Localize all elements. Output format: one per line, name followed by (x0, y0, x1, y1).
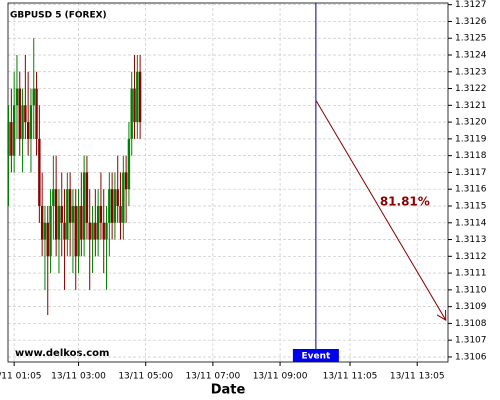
candle-body (52, 189, 55, 206)
y-tick-label: 1.3120 (455, 118, 487, 128)
event-box (292, 349, 339, 362)
chart-title: GBPUSD 5 (FOREX) (10, 11, 107, 21)
candle-body (63, 222, 66, 240)
candle-body (133, 88, 136, 123)
y-tick-label: 1.3121 (455, 101, 487, 111)
candle-body (116, 189, 119, 206)
y-tick-label: 1.3113 (455, 235, 487, 245)
candle-body (105, 222, 108, 240)
candle-body (124, 172, 128, 190)
y-tick-label: 1.3118 (455, 151, 487, 161)
x-tick-label: 13/11 11:05 (323, 372, 378, 382)
candle-body (113, 189, 117, 223)
candle-body (110, 189, 114, 223)
y-tick-label: 1.3115 (455, 201, 487, 211)
candle-body (85, 172, 89, 223)
x-tick-label: 13/11 05:00 (118, 372, 173, 382)
candle-body (122, 172, 125, 223)
x-tick-label: 13/11 09:00 (253, 372, 308, 382)
candle-body (136, 71, 139, 123)
candle-body (26, 122, 30, 139)
candle-body (35, 88, 38, 139)
y-tick-label: 1.3117 (455, 168, 487, 178)
candle-body (49, 205, 52, 257)
y-tick-label: 1.3111 (455, 269, 487, 279)
y-tick-label: 1.3108 (455, 319, 487, 329)
y-tick-label: 1.3124 (455, 51, 487, 61)
candle-body (38, 138, 41, 206)
candle-body (82, 172, 86, 240)
candle-body (7, 122, 10, 156)
candle-body (12, 105, 16, 156)
candle-body (96, 205, 100, 240)
event-label: Event (301, 352, 331, 362)
candle-body (94, 222, 97, 240)
candle-body (18, 88, 21, 139)
candle-body (32, 88, 35, 106)
candle-body (80, 205, 83, 240)
y-tick-label: 1.3122 (455, 84, 487, 94)
candle-body (91, 222, 94, 240)
candle-body (130, 88, 133, 139)
x-axis-title: Date (211, 383, 246, 398)
candle-body (88, 222, 91, 240)
x-tick-label: 13/11 13:05 (390, 372, 445, 382)
y-tick-label: 1.3125 (455, 34, 487, 44)
candle-body (10, 122, 13, 156)
y-tick-label: 1.3107 (455, 336, 487, 346)
candle-body (127, 138, 131, 190)
x-tick-label: 13/11 03:00 (51, 372, 106, 382)
candle-body (57, 205, 61, 240)
candle-body (77, 205, 80, 257)
candle-body (54, 189, 58, 240)
candle-body (66, 189, 69, 240)
y-tick-label: 1.3106 (455, 352, 487, 362)
candle-body (102, 222, 105, 240)
forecast-arrow (315, 100, 446, 320)
plot-frame (7, 2, 449, 363)
candle-body (24, 105, 27, 123)
candle-body (60, 205, 63, 223)
y-tick-label: 1.3123 (455, 67, 487, 77)
y-tick-label: 1.3112 (455, 252, 487, 262)
x-tick-label: 13/11 01:05 (0, 372, 42, 382)
candle-body (108, 189, 111, 223)
y-tick-label: 1.3126 (455, 17, 487, 27)
candle-body (138, 71, 142, 123)
candle-body (43, 222, 47, 240)
forecast-percent: 81.81% (380, 195, 430, 209)
y-tick-label: 1.3116 (455, 185, 487, 195)
candle-body (40, 205, 44, 240)
watermark: www.delkos.com (15, 348, 109, 359)
y-tick-label: 1.3127 (455, 0, 487, 10)
y-tick-label: 1.3119 (455, 134, 487, 144)
candle-body (74, 205, 77, 257)
candle-body (21, 105, 24, 139)
candle-body (99, 205, 103, 223)
candle-body (46, 222, 49, 257)
candle-body (15, 88, 19, 106)
candle-body (29, 105, 33, 139)
y-tick-label: 1.3109 (455, 302, 487, 312)
y-tick-label: 1.3114 (455, 218, 487, 228)
x-tick-label: 13/11 07:00 (186, 372, 241, 382)
y-tick-label: 1.3110 (455, 285, 487, 295)
candle-body (71, 205, 75, 223)
candle-body (119, 205, 122, 223)
candle-body (68, 189, 72, 223)
